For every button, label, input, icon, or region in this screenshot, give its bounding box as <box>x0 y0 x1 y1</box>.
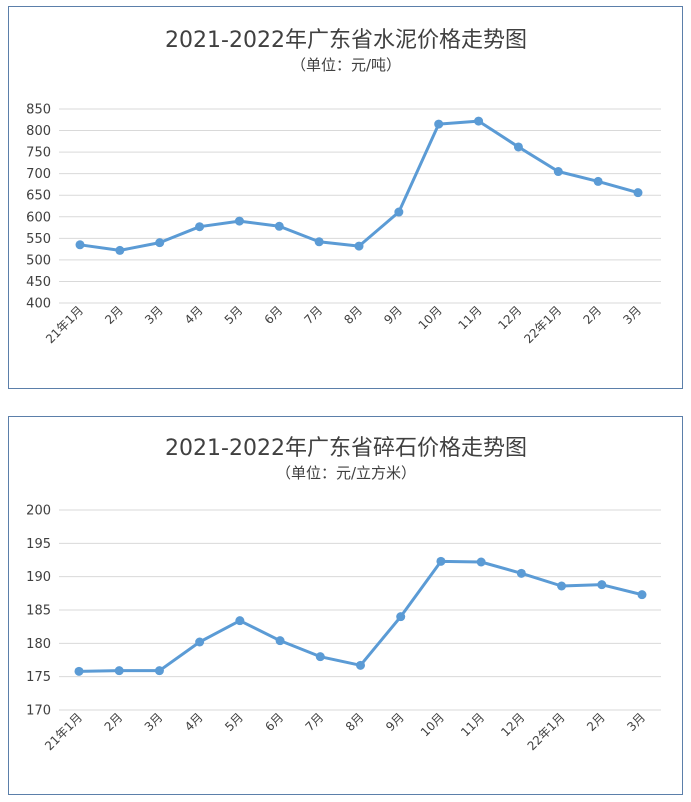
x-tick-label: 2月 <box>102 710 126 734</box>
data-point <box>195 637 205 647</box>
x-tick-label: 6月 <box>262 710 286 734</box>
x-tick-label: 12月 <box>495 303 524 332</box>
x-tick-label: 2月 <box>580 303 604 327</box>
data-point <box>513 142 523 152</box>
x-tick-label: 10月 <box>418 710 447 739</box>
cement-price-chart: 2021-2022年广东省水泥价格走势图 （单位：元/吨） 400 450 500 5… <box>8 6 683 389</box>
data-point <box>155 238 165 248</box>
x-tick-label: 7月 <box>301 303 325 327</box>
data-point <box>275 636 285 646</box>
data-point <box>633 188 643 198</box>
y-tick-label: 195 <box>26 537 51 552</box>
x-tick-label: 3月 <box>142 303 166 327</box>
data-point <box>314 237 324 247</box>
y-tick-label: 650 <box>26 189 51 204</box>
data-point <box>234 216 244 226</box>
x-tick-label: 4月 <box>182 303 206 327</box>
data-point <box>557 581 567 591</box>
x-tick-label: 10月 <box>416 303 445 332</box>
data-point <box>516 568 526 578</box>
y-tick-label: 180 <box>26 637 51 652</box>
y-tick-label: 170 <box>26 704 51 719</box>
x-tick-label: 3月 <box>624 710 648 734</box>
y-tick-label: 700 <box>26 167 51 182</box>
chart-subtitle: （单位：元/立方米） <box>276 464 416 482</box>
data-point <box>553 167 563 177</box>
x-tick-label: 11月 <box>458 710 487 739</box>
x-tick-label: 8月 <box>341 303 365 327</box>
chart-title: 2021-2022年广东省碎石价格走势图 <box>165 436 527 461</box>
chart-subtitle: （单位：元/吨） <box>291 56 401 74</box>
x-tick-label: 22年1月 <box>521 303 564 346</box>
x-tick-label: 3月 <box>620 303 644 327</box>
data-point <box>476 557 486 567</box>
x-tick-label: 22年1月 <box>525 710 568 753</box>
y-tick-label: 600 <box>26 210 51 225</box>
x-tick-label: 7月 <box>303 710 327 734</box>
data-point <box>637 590 647 600</box>
data-point <box>356 660 365 670</box>
cement-chart-svg: 2021-2022年广东省水泥价格走势图 （单位：元/吨） 400 450 500 5… <box>26 28 661 346</box>
y-tick-label: 500 <box>26 253 51 268</box>
y-tick-label: 800 <box>26 124 51 139</box>
data-point <box>354 241 364 251</box>
x-tick-label: 2月 <box>584 710 608 734</box>
x-tick-label: 2月 <box>102 303 126 327</box>
data-point <box>195 222 205 232</box>
x-tick-label: 11月 <box>456 303 485 332</box>
y-tick-label: 190 <box>26 570 51 585</box>
series-line <box>77 559 644 673</box>
data-point <box>75 240 85 250</box>
x-tick-label: 9月 <box>383 710 407 734</box>
y-tick-label: 550 <box>26 232 51 247</box>
data-point <box>396 612 406 622</box>
y-tick-label: 750 <box>26 146 51 161</box>
data-point <box>434 119 444 129</box>
gravel-price-chart: 2021-2022年广东省碎石价格走势图 （单位：元/立方米） 170 175 18… <box>8 416 683 795</box>
data-point <box>115 245 125 255</box>
x-tick-label: 3月 <box>142 710 166 734</box>
x-tick-label: 5月 <box>222 710 246 734</box>
data-point <box>74 666 84 676</box>
y-tick-label: 850 <box>26 103 51 118</box>
x-tick-label: 6月 <box>262 303 286 327</box>
data-point <box>114 666 124 676</box>
y-tick-label: 400 <box>26 297 51 312</box>
y-tick-label: 450 <box>26 275 51 290</box>
data-point <box>394 207 404 217</box>
data-point <box>235 616 245 626</box>
y-tick-label: 175 <box>26 670 51 685</box>
gravel-chart-svg: 2021-2022年广东省碎石价格走势图 （单位：元/立方米） 170 175 18… <box>26 436 661 753</box>
series-line <box>78 119 640 252</box>
x-tick-label: 4月 <box>182 710 206 734</box>
data-point <box>593 176 603 186</box>
data-point <box>436 556 446 566</box>
x-tick-label: 5月 <box>222 303 246 327</box>
data-point <box>474 116 484 126</box>
data-point <box>154 666 164 676</box>
data-point <box>597 580 607 590</box>
x-tick-label: 9月 <box>381 303 405 327</box>
y-tick-label: 200 <box>26 504 51 519</box>
data-point <box>315 652 325 662</box>
chart-title: 2021-2022年广东省水泥价格走势图 <box>165 28 527 53</box>
y-tick-label: 185 <box>26 604 51 619</box>
data-point <box>274 221 284 231</box>
x-tick-label: 8月 <box>343 710 367 734</box>
x-tick-label: 12月 <box>498 710 527 739</box>
